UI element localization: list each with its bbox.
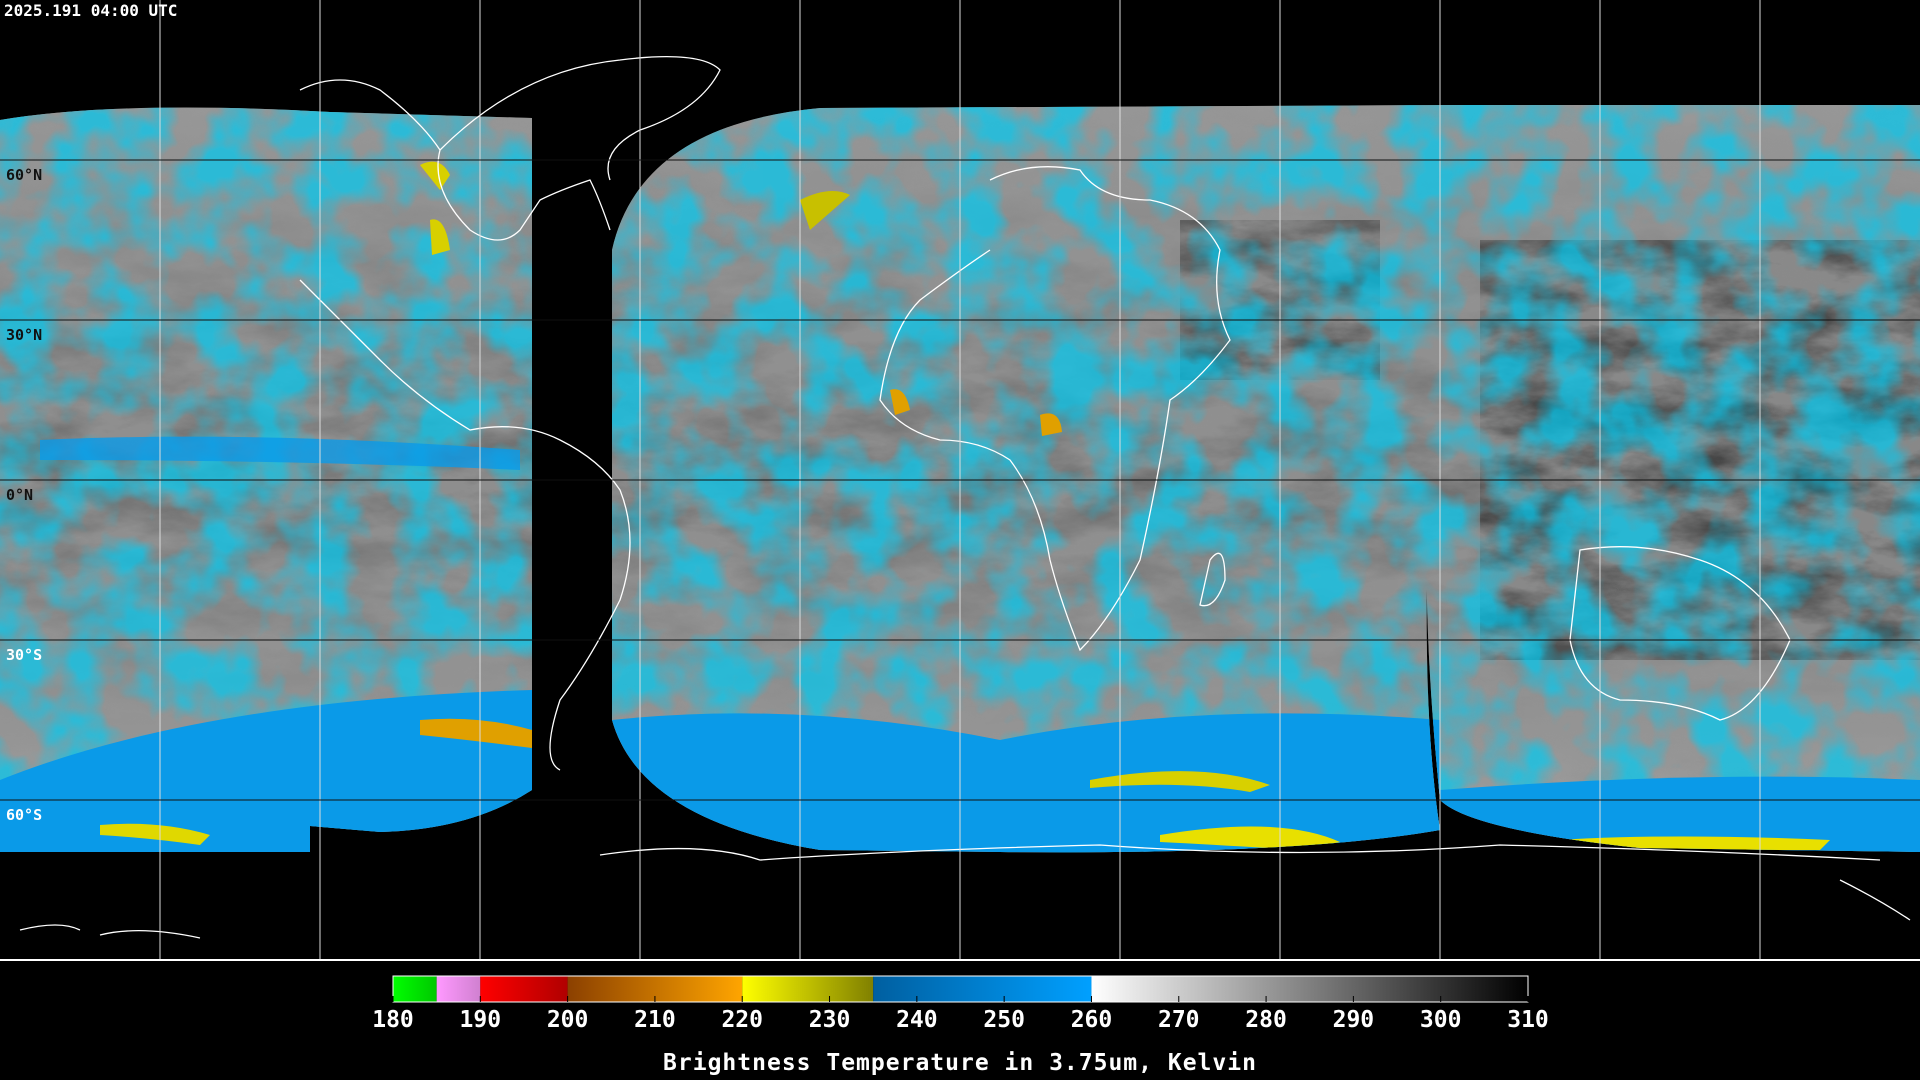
colorbar-tick-label: 200	[547, 1007, 589, 1033]
timestamp: 2025.191 04:00 UTC	[4, 1, 177, 20]
colorbar-tick-label: 280	[1245, 1007, 1287, 1033]
colorbar-tick-label: 210	[634, 1007, 676, 1033]
coastlines	[19, 56, 1911, 939]
colorbar-tick-label: 310	[1507, 1007, 1549, 1033]
colorbar-tick-label: 220	[721, 1007, 763, 1033]
latitude-label: 60°S	[6, 806, 42, 824]
latitude-label: 30°S	[6, 646, 42, 664]
colorbar: 180 190 200 210 220 230 240 250 260 270 280 290 300 3…	[372, 975, 1549, 1033]
colorbar-tick-label: 250	[983, 1007, 1025, 1033]
colorbar-tick-label: 260	[1071, 1007, 1113, 1033]
colorbar-segment	[393, 976, 437, 1002]
colorbar-tick-label: 300	[1420, 1007, 1462, 1033]
colorbar-label: Brightness Temperature in 3.75um, Kelvin	[663, 1050, 1257, 1076]
colorbar-tick-label: 180	[372, 1007, 414, 1033]
colorbar-tick-label: 240	[896, 1007, 938, 1033]
colorbar-tick-label: 270	[1158, 1007, 1200, 1033]
latitude-label: 30°N	[6, 326, 42, 344]
latitude-label: 0°N	[6, 486, 33, 504]
colorbar-segment	[873, 976, 1092, 1002]
latitude-label: 60°N	[6, 166, 42, 184]
lat-lon-grid	[0, 0, 1920, 960]
colorbar-tick-label: 190	[460, 1007, 502, 1033]
colorbar-frame	[392, 975, 1529, 1003]
colorbar-tick-label: 230	[809, 1007, 851, 1033]
colorbar-tick-label: 290	[1333, 1007, 1375, 1033]
colorbar-segment	[436, 976, 481, 1002]
colorbar-segment	[480, 976, 568, 1002]
colorbar-segment	[742, 976, 874, 1002]
colorbar-segment	[1091, 976, 1528, 1002]
